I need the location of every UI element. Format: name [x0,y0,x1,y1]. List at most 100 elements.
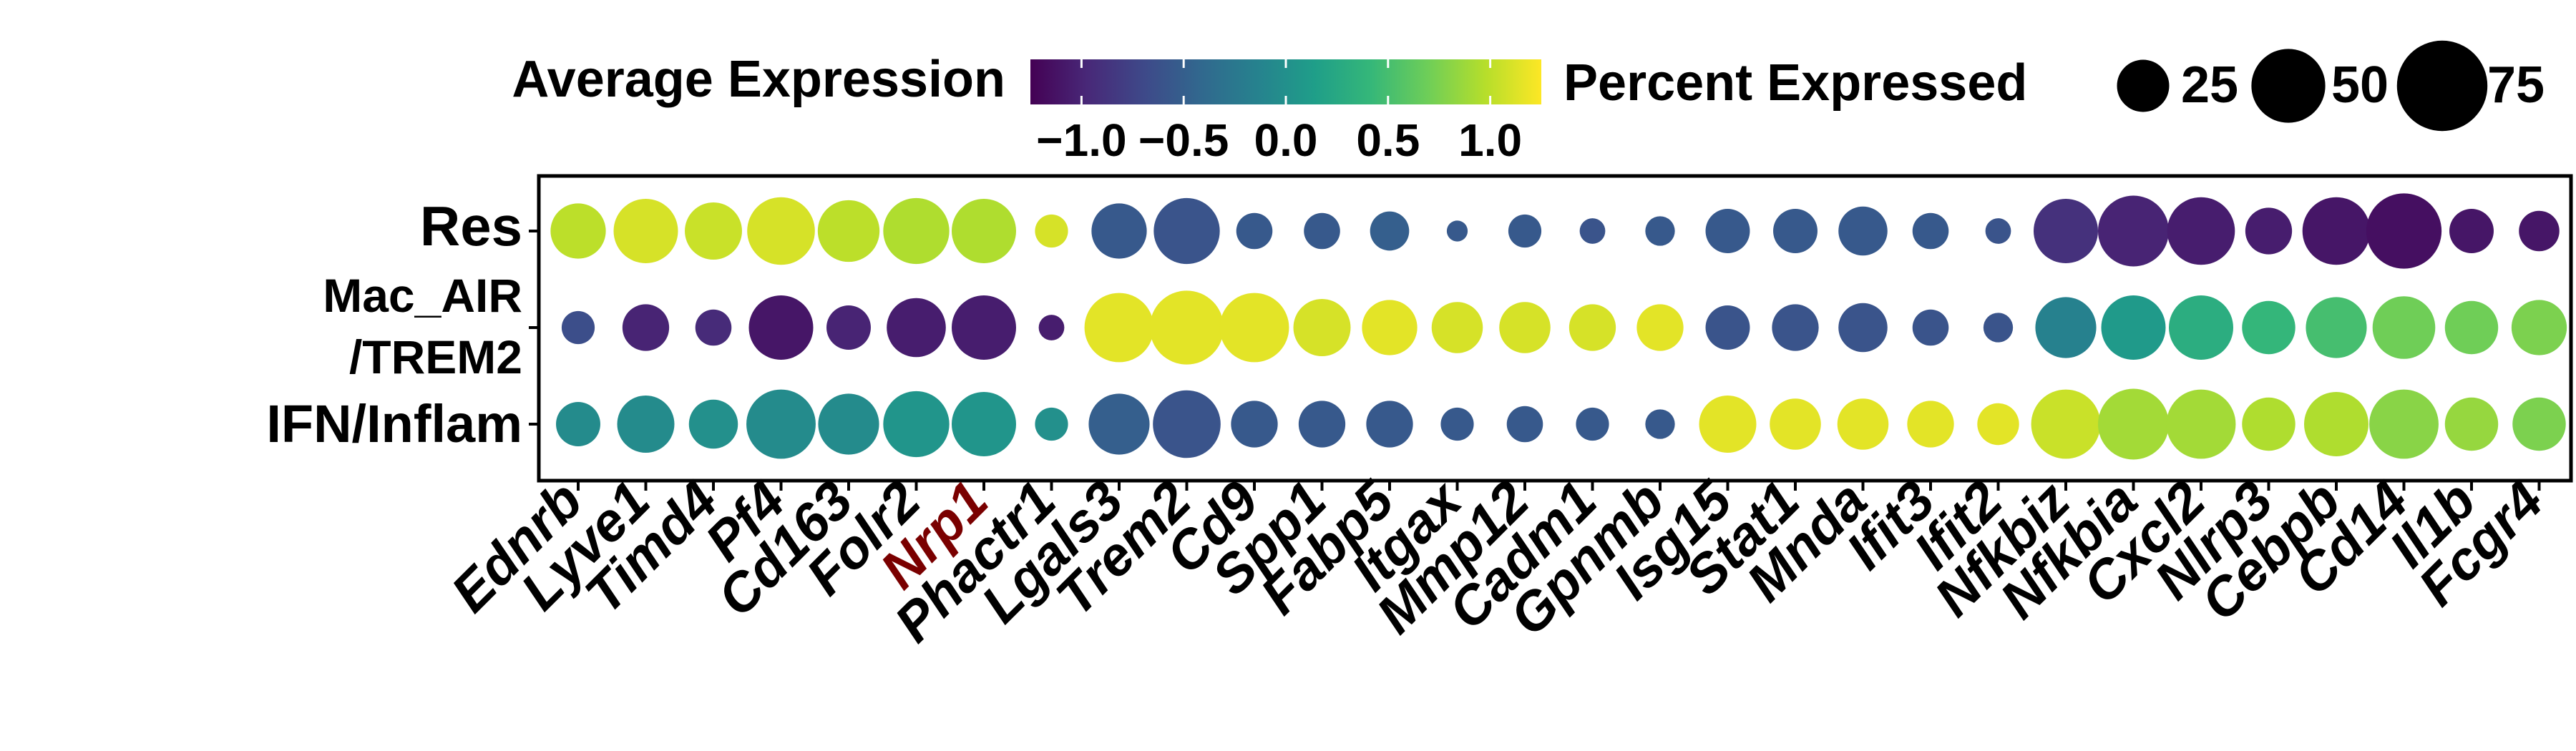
colorbar-tick-label: 0.5 [1356,114,1420,166]
expression-dot [746,389,816,459]
expression-dot [2366,193,2442,269]
size-legend-title: Percent Expressed [1563,54,2027,112]
expression-dot [1219,293,1289,363]
expression-dot [1705,305,1750,350]
expression-dot [1153,390,1221,458]
group-label: Mac_AIR [323,269,522,322]
expression-dot [2031,389,2101,459]
expression-dot [1236,212,1273,250]
expression-dot [1508,214,1542,248]
expression-dot [1977,403,2019,446]
expression-dot [2372,296,2436,359]
expression-dot [1772,304,1819,351]
colorbar-tick-label: 1.0 [1458,114,1522,166]
expression-dot [747,197,815,265]
size-legend-label: 50 [2331,57,2389,114]
expression-dot [1838,206,1888,256]
size-legend-dot [2396,40,2488,132]
expression-dot [2035,297,2097,358]
expression-dot [695,309,732,346]
expression-dot [617,396,675,453]
expression-dot [1838,303,1888,353]
expression-dot [1149,290,1224,365]
expression-dot [1773,209,1818,253]
expression-dot [2245,207,2293,255]
expression-dot [613,198,678,264]
y-axis: Res Mac_AIR/TREM2 IFN/Inflam [266,195,539,453]
expression-dot [561,310,595,345]
color-legend-title: Average Expression [512,51,1005,108]
expression-dot [1705,209,1750,253]
expression-dot [2303,391,2369,457]
expression-dot [1231,401,1278,448]
expression-dot [1576,407,1609,441]
expression-dot [1446,220,1468,242]
expression-dot [556,402,600,446]
expression-dot [1907,401,1954,448]
expression-dot [1298,401,1346,448]
expression-dot [1304,212,1340,250]
expression-dot [951,391,1017,457]
expression-dot [1035,214,1068,248]
expression-dot [2519,210,2560,252]
size-legend-dot [2251,49,2326,123]
expression-dot [951,295,1017,360]
expression-dot [1366,401,1413,448]
expression-dot [550,203,606,259]
expression-dot [1088,393,1150,455]
expression-dot [2242,300,2296,355]
expression-dot [2167,197,2235,265]
x-axis: EdnrbLyve1Timd4Pf4Cd163Folr2Nrp1Phactr1L… [440,468,2555,654]
size-legend-dot [2117,59,2170,112]
expression-dot [2242,397,2296,451]
colorbar-tick-label: 0.0 [1254,114,1318,166]
size-legend: Percent Expressed 25 50 75 [1563,40,2545,132]
expression-dot [883,197,950,265]
expression-dot [818,393,879,455]
expression-dot [2033,198,2099,264]
expression-dot [1568,304,1616,351]
expression-dot [951,198,1017,264]
expression-dot [2306,297,2367,358]
expression-dot [2097,195,2170,267]
expression-dot [1293,299,1351,356]
expression-dot [1636,304,1684,351]
color-legend: Average Expression −1.0 −0.5 0.0 0.5 1.0 [512,51,1541,166]
expression-dot [1370,211,1410,251]
group-label: IFN/Inflam [266,394,522,453]
expression-dot [1579,218,1606,244]
expression-dot [1035,407,1068,441]
colorbar-ticks: −1.0 −0.5 0.0 0.5 1.0 [1036,59,1522,166]
dots [550,193,2567,460]
expression-dot [887,298,946,358]
group-label: /TREM2 [349,330,522,383]
expression-dot [1983,313,2014,343]
expression-dot [748,295,814,360]
group-label: Res [420,195,522,257]
expression-dot [685,202,742,260]
expression-dot [2166,389,2236,459]
expression-dot [2511,300,2567,355]
expression-dot [1091,203,1147,259]
expression-dot [2444,397,2499,451]
expression-dot [1837,398,1889,450]
size-legend-label: 75 [2487,57,2545,114]
size-legend-label: 25 [2181,57,2238,114]
expression-dot [2369,389,2439,459]
expression-dot [2302,197,2371,265]
expression-dot [1912,212,1949,250]
expression-dot [1440,407,1474,441]
expression-dot [826,305,871,350]
expression-dot [1699,396,1757,453]
colorbar-tick-label: −0.5 [1138,114,1229,166]
expression-dot [1431,302,1483,353]
expression-dot [1912,309,1949,346]
expression-dot [883,391,950,458]
expression-dot [2097,388,2170,460]
expression-dot [1362,300,1418,355]
expression-dot [2512,397,2566,451]
expression-dot [1985,218,2011,244]
expression-dot [1645,409,1675,439]
expression-dot [1084,293,1154,363]
